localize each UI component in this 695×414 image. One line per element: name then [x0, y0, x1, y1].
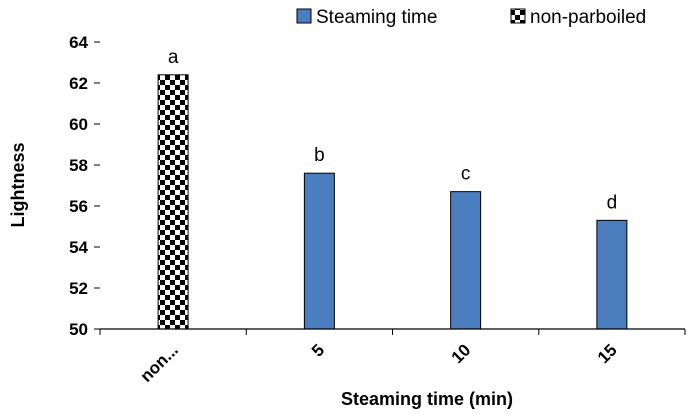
legend-label-steaming-time: Steaming time [316, 7, 437, 28]
bar-letter-label: b [314, 145, 325, 166]
legend-swatch-non-parboiled [510, 8, 526, 24]
bar-steaming-10 [450, 191, 482, 330]
y-tick-label: 64 [69, 33, 88, 52]
legend-label-non-parboiled: non-parboiled [530, 7, 646, 28]
legend-swatch-steaming-time [296, 8, 312, 24]
x-axis-ticks: non... 5 10 15 [99, 329, 686, 386]
bar-letter-label: a [168, 47, 179, 68]
bars [157, 74, 628, 330]
bar-letter-labels: a b c d [168, 47, 617, 214]
bar-non-parboiled [157, 74, 189, 330]
y-axis-title: Lightness [8, 142, 28, 227]
x-tick-label: 5 [308, 340, 328, 360]
y-tick-label: 54 [69, 238, 88, 257]
y-tick-label: 52 [69, 279, 88, 298]
y-axis-ticks: 50 52 54 56 58 60 62 64 [69, 33, 100, 339]
y-tick-label: 56 [69, 197, 88, 216]
y-tick-label: 58 [69, 156, 88, 175]
bar-steaming-15 [596, 219, 628, 330]
bar-letter-label: c [461, 164, 471, 185]
bar-steaming-5 [303, 172, 335, 330]
x-axis-title: Steaming time (min) [341, 389, 513, 409]
x-tick-label: non... [136, 340, 181, 385]
x-tick-label: 10 [448, 340, 475, 367]
legend: Steaming time non-parboiled [296, 7, 646, 28]
y-tick-label: 50 [69, 320, 88, 339]
x-tick-label: 15 [594, 340, 621, 367]
y-tick-label: 60 [69, 115, 88, 134]
bar-letter-label: d [607, 192, 618, 213]
y-tick-label: 62 [69, 74, 88, 93]
